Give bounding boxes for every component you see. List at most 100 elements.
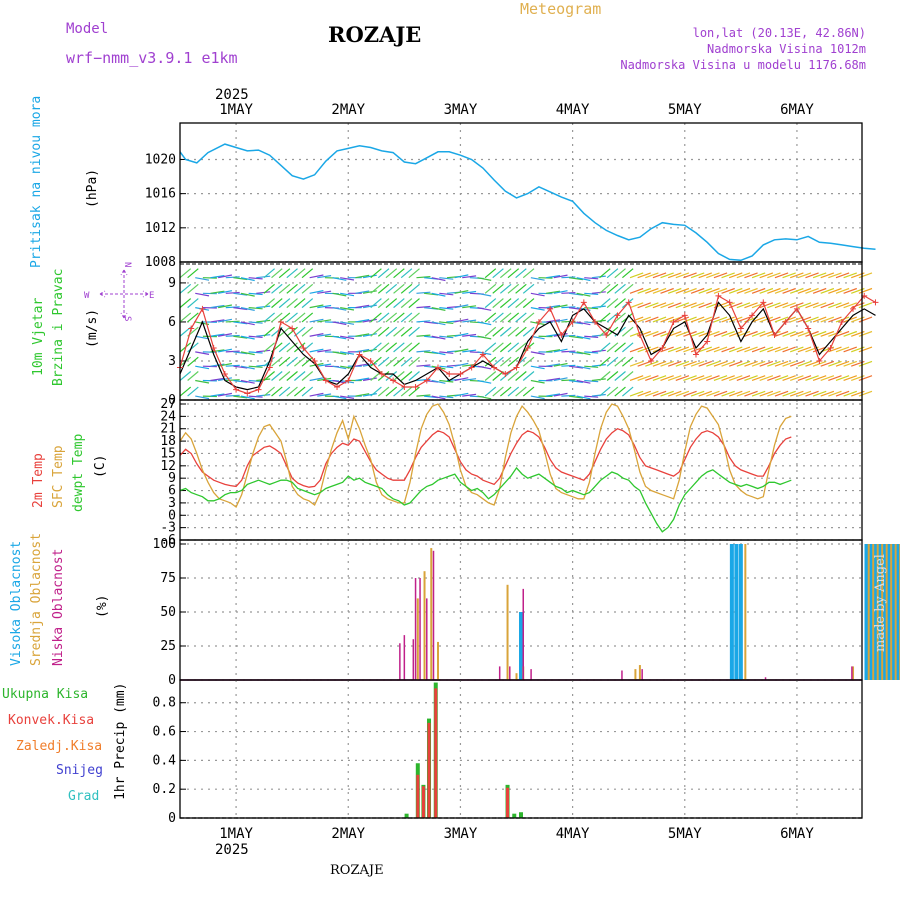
wind-vector	[416, 394, 431, 397]
wind-vector	[393, 371, 405, 381]
wind-vector	[294, 371, 306, 381]
wind-vector	[797, 330, 812, 337]
legend-grad: Grad	[68, 789, 99, 804]
gust-marker	[636, 331, 643, 338]
wind-vector	[812, 287, 827, 294]
wind-vector	[393, 326, 405, 337]
wind-vector	[858, 272, 873, 279]
wind-vector	[408, 268, 420, 279]
wind-vector	[301, 356, 314, 367]
wind-vector	[828, 346, 842, 353]
wind-vector	[377, 342, 390, 353]
wind-vector	[759, 287, 774, 294]
wind-vector	[240, 307, 255, 311]
wind-vector	[584, 395, 599, 398]
wind-vector	[400, 268, 413, 279]
wind-vector	[820, 390, 835, 397]
wind-vector	[233, 277, 248, 281]
wind-vector	[675, 346, 690, 353]
wind-vector	[286, 268, 298, 279]
top-day-label: 3MAY	[444, 102, 478, 118]
wind-vector	[393, 386, 405, 397]
wind-vector	[187, 386, 199, 397]
wind-vector	[515, 342, 527, 353]
ytick-label: 100	[153, 537, 176, 552]
wind-vector	[248, 395, 263, 398]
wind-vector	[248, 307, 263, 310]
temp-line-1	[179, 403, 792, 508]
wind-vector	[790, 346, 804, 353]
wind-vector	[400, 386, 413, 397]
gust-marker	[580, 299, 587, 306]
ytick-label: 24	[160, 409, 176, 424]
gust-marker	[726, 299, 733, 306]
wind-vector	[278, 386, 291, 397]
wind-vector	[416, 305, 431, 309]
wind-vector	[225, 276, 240, 279]
wind-vector	[584, 335, 599, 338]
wind-vector	[744, 360, 758, 367]
wind-vector	[271, 312, 283, 323]
wind-vector	[805, 272, 819, 279]
wind-vector	[385, 326, 398, 337]
wind-vector	[774, 272, 789, 279]
wind-vector	[698, 360, 713, 367]
panels: 10081012101610200369-6-30369121518212427…	[145, 122, 900, 826]
wind-vector	[317, 363, 332, 367]
ytick-label: -3	[160, 521, 176, 536]
ytick-label: 3	[168, 354, 176, 369]
wind-vector	[454, 392, 469, 397]
wind-vector	[530, 365, 545, 370]
wind-vector	[774, 330, 789, 337]
wind-vector	[667, 375, 682, 382]
wind-vector	[507, 268, 520, 279]
wind-speed-line	[179, 301, 876, 391]
wind-vector	[584, 365, 599, 368]
cloud-bar	[641, 669, 643, 680]
legend-zaledj: Zaledj.Kisa	[16, 739, 102, 754]
wind-vector	[828, 302, 842, 309]
wind-vector	[561, 350, 576, 353]
wind-vector	[515, 268, 527, 279]
wind-vector	[301, 326, 314, 337]
wind-vector	[706, 287, 720, 294]
wind-vector	[675, 287, 690, 294]
wind-vector	[553, 274, 568, 279]
wind-vector	[454, 274, 469, 279]
wind-vector	[187, 312, 199, 323]
wind-vector	[843, 302, 858, 309]
cloud-bar	[867, 544, 870, 680]
wind-vector	[561, 379, 576, 382]
wind-vector	[400, 298, 413, 309]
wind-vector	[736, 346, 751, 353]
wind-vector	[484, 268, 497, 279]
wind-vector	[828, 287, 842, 294]
wind-vector	[660, 302, 674, 309]
wind-vector	[835, 375, 850, 382]
wind-vector	[477, 307, 492, 311]
wind-vector	[225, 379, 240, 382]
wind-vector	[218, 318, 233, 323]
wind-vector	[263, 342, 275, 353]
wind-vector	[377, 371, 390, 381]
wind-vector	[835, 316, 850, 323]
wind-vector	[233, 351, 248, 355]
cloud-bar	[414, 578, 417, 680]
wind-vector	[568, 395, 583, 399]
wind-vector	[263, 268, 275, 279]
wind-vector	[812, 272, 827, 279]
gust-marker	[244, 390, 251, 397]
gust-marker	[558, 331, 565, 338]
cloud-bar	[519, 612, 523, 680]
wind-vector	[828, 390, 842, 397]
wind-vector	[599, 298, 611, 309]
wind-vector	[408, 356, 420, 367]
wind-vector	[256, 305, 271, 309]
gust-marker	[356, 351, 363, 358]
wind-vector	[797, 287, 812, 294]
wind-vector	[782, 346, 796, 353]
wind-vector	[713, 316, 728, 323]
wind-vector	[462, 290, 477, 294]
wind-vector	[759, 302, 774, 309]
gust-marker	[221, 370, 228, 377]
